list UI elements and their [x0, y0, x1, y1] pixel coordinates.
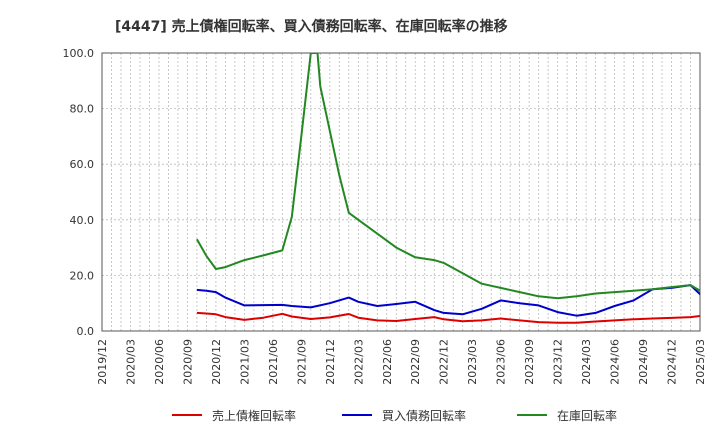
legend: 売上債権回転率 買入債務回転率 在庫回転率	[172, 408, 617, 423]
y-tick-label: 100.0	[63, 47, 95, 60]
x-axis: 2019/12 2020/03 2020/06 2020/09 2020/12 2021/…	[96, 339, 707, 385]
x-tick-label: 2024/06	[609, 339, 622, 385]
x-tick-label: 2022/09	[409, 339, 422, 385]
x-tick-label: 2022/06	[381, 339, 394, 385]
y-tick-label: 40.0	[70, 214, 95, 227]
series-lines	[196, 53, 700, 324]
series-line-2	[196, 284, 700, 317]
x-tick-label: 2024/03	[580, 339, 593, 385]
x-tick-label: 2020/06	[153, 339, 166, 385]
x-tick-label: 2023/09	[523, 339, 536, 385]
x-tick-label: 2024/09	[637, 339, 650, 385]
plot-area	[101, 52, 701, 332]
legend-label: 買入債務回転率	[382, 408, 466, 423]
x-tick-label: 2022/03	[352, 339, 365, 385]
x-tick-label: 2023/03	[466, 339, 479, 385]
x-tick-label: 2019/12	[96, 339, 109, 385]
x-tick-label: 2023/12	[552, 339, 565, 385]
x-tick-label: 2020/03	[124, 339, 137, 385]
y-tick-label: 60.0	[70, 158, 95, 171]
y-axis: 0.0 20.0 40.0 60.0 80.0 100.0	[63, 47, 95, 338]
y-tick-label: 80.0	[70, 103, 95, 116]
legend-label: 売上債権回転率	[212, 408, 296, 423]
chart-title: [4447] 売上債権回転率、買入債務回転率、在庫回転率の推移	[115, 18, 508, 35]
x-tick-label: 2024/12	[666, 339, 679, 385]
x-tick-label: 2021/03	[238, 339, 251, 385]
series-line-3	[196, 53, 700, 300]
x-tick-label: 2023/06	[495, 339, 508, 385]
x-tick-label: 2020/12	[210, 339, 223, 385]
x-tick-label: 2021/06	[267, 339, 280, 385]
x-tick-label: 2021/12	[324, 339, 337, 385]
chart-grid	[101, 52, 701, 332]
x-tick-label: 2021/09	[295, 339, 308, 385]
x-tick-label: 2022/12	[438, 339, 451, 385]
x-tick-label: 2020/09	[181, 339, 194, 385]
series-line-1	[196, 311, 700, 324]
x-tick-label: 2025/03	[694, 339, 707, 385]
legend-label: 在庫回転率	[557, 408, 617, 423]
y-tick-label: 20.0	[70, 269, 95, 282]
y-tick-label: 0.0	[77, 325, 95, 338]
